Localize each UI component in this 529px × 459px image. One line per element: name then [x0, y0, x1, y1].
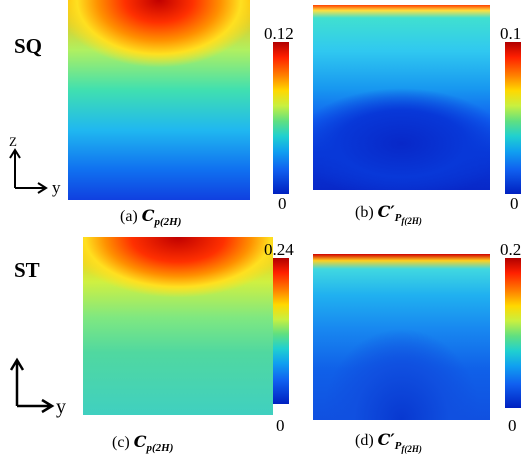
colorbar-min: 0: [510, 194, 519, 213]
caption-tag: (b): [355, 204, 374, 221]
colorbar-min: 0: [508, 416, 517, 435]
contour-plot: [313, 5, 490, 190]
colorbar: [273, 258, 289, 404]
caption-sub: p(2H): [154, 216, 182, 229]
axis-label: y: [56, 396, 66, 418]
colorbar: [505, 42, 521, 194]
contour-plot: [68, 0, 250, 200]
colorbar-max: 0.24: [264, 240, 294, 259]
caption-sub: P: [394, 212, 402, 225]
caption-subsub: f(2H): [401, 216, 422, 227]
axis-label: Z: [9, 134, 17, 149]
caption-sub: P: [394, 440, 402, 453]
axes-indicator: [9, 357, 55, 414]
caption: (a) Cp(2H): [120, 206, 181, 228]
contour-plot: [80, 234, 276, 418]
row-label: SQ: [14, 34, 43, 58]
colorbar: [505, 258, 521, 408]
caption-sub: p(2H): [146, 442, 174, 455]
caption: (b) C′Pf(2H): [355, 202, 422, 226]
contour-plot: [313, 254, 490, 420]
axis-label: y: [52, 178, 61, 197]
colorbar: [273, 42, 289, 194]
row-label: ST: [14, 258, 40, 282]
caption: (c) Cp(2H): [112, 432, 173, 454]
colorbar-max: 0.2: [500, 240, 522, 259]
axes-indicator: [9, 148, 48, 194]
colorbar-min: 0: [276, 416, 285, 435]
caption-tag: (d): [355, 432, 374, 449]
colorbar-max: 0.1: [500, 24, 522, 43]
caption-subsub: f(2H): [401, 444, 422, 455]
caption-tag: (c): [112, 434, 130, 451]
caption-symbol: C: [133, 432, 147, 451]
caption: (d) C′Pf(2H): [355, 430, 422, 454]
caption-symbol: C: [141, 206, 155, 225]
caption-symbol: C′: [377, 202, 395, 221]
colorbar-max: 0.12: [264, 24, 294, 43]
caption-tag: (a): [120, 208, 138, 225]
colorbar-min: 0: [278, 194, 287, 213]
caption-symbol: C′: [377, 430, 395, 449]
